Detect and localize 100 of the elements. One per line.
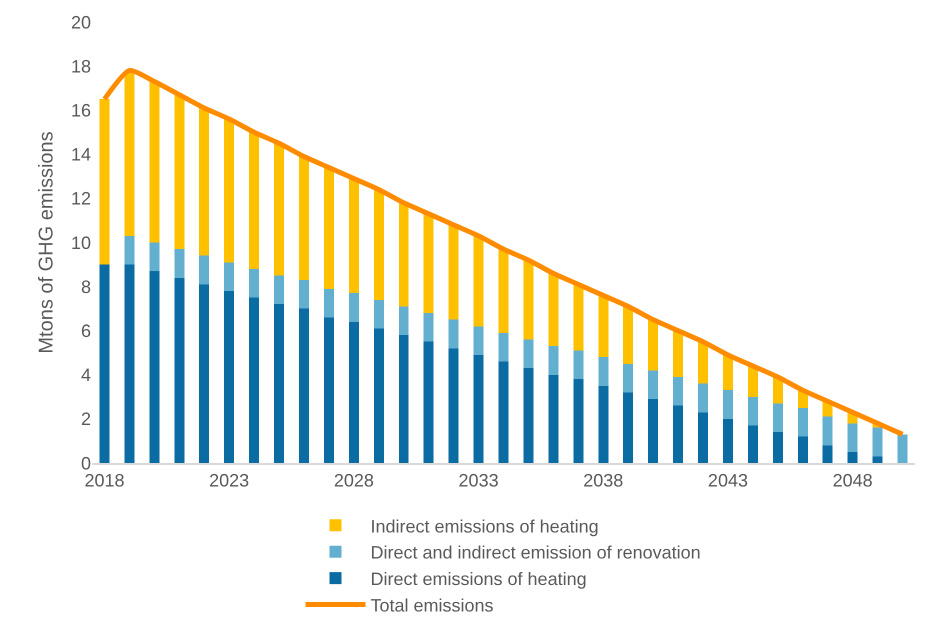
bar: [249, 132, 260, 269]
bar: [474, 236, 484, 326]
bar: [623, 306, 634, 364]
bar: [99, 264, 110, 463]
bar: [324, 288, 334, 318]
y-tick-label: 20: [70, 12, 91, 32]
bar: [573, 379, 584, 463]
legend-label: Total emissions: [370, 596, 494, 616]
bar: [523, 260, 534, 340]
bar: [374, 190, 384, 300]
bar: [748, 426, 758, 463]
bar: [374, 328, 384, 463]
bar: [448, 224, 459, 320]
x-tick-label: 2033: [458, 470, 499, 491]
bar: [324, 168, 334, 289]
bar: [124, 236, 134, 265]
bar: [872, 456, 883, 463]
legend-label: Indirect emissions of heating: [370, 516, 599, 536]
bar: [598, 295, 608, 358]
bar: [498, 249, 508, 333]
bar: [348, 322, 359, 463]
bar: [224, 291, 234, 463]
bar: [548, 374, 558, 463]
bar: [498, 362, 508, 463]
bar: [573, 350, 584, 380]
bar: [149, 242, 160, 272]
bar: [698, 384, 708, 412]
bar: [698, 342, 708, 384]
y-tick-label: 10: [70, 232, 91, 253]
bar: [149, 271, 160, 463]
bar: [573, 284, 584, 351]
bar: [798, 408, 808, 437]
bar: [149, 82, 160, 242]
bar: [174, 278, 184, 463]
x-tick-label: 2023: [209, 470, 250, 491]
bar: [274, 304, 284, 463]
bar: [848, 452, 858, 463]
x-tick-label: 2048: [832, 470, 873, 491]
y-tick-label: 8: [80, 276, 91, 297]
y-tick-label: 6: [80, 321, 91, 341]
bar: [898, 434, 908, 463]
bar: [124, 264, 134, 463]
bar: [598, 386, 608, 463]
y-tick-label: 16: [70, 100, 91, 120]
x-tick-label: 2028: [334, 470, 374, 491]
bar: [124, 70, 134, 236]
bar: [848, 423, 858, 452]
bar: [348, 293, 359, 322]
bar: [324, 317, 334, 463]
bar: [249, 268, 260, 298]
bar: [673, 406, 684, 463]
bar: [523, 368, 534, 463]
bar: [673, 377, 684, 406]
bar: [822, 416, 833, 446]
bar: [648, 320, 658, 370]
y-tick-label: 4: [80, 365, 91, 386]
y-axis-title: Mtons of GHG emissions: [35, 131, 58, 354]
bar: [474, 354, 484, 463]
bar: [648, 370, 658, 400]
bar: [448, 320, 459, 348]
bar: [698, 412, 708, 463]
bar: [498, 332, 508, 362]
bar: [299, 156, 309, 280]
bar: [99, 99, 110, 265]
y-tick-label: 0: [80, 453, 91, 474]
bar: [448, 348, 459, 463]
bar: [623, 364, 634, 392]
bar: [424, 342, 434, 463]
bar: [872, 428, 883, 456]
bar: [374, 300, 384, 328]
bar: [722, 354, 733, 390]
legend-label: Direct and indirect emission of renovation: [370, 542, 701, 563]
bar: [748, 366, 758, 397]
x-tick-label: 2043: [708, 470, 748, 491]
bar: [822, 445, 833, 463]
y-tick-label: 2: [80, 409, 91, 430]
legend-label: Direct emissions of heating: [370, 569, 587, 590]
bar: [548, 346, 558, 375]
bar: [274, 276, 284, 304]
bar: [249, 298, 260, 463]
bar: [598, 357, 608, 386]
bar: [722, 418, 733, 463]
bar: [772, 432, 783, 463]
bar: [398, 335, 409, 463]
bar: [174, 249, 184, 278]
bar: [722, 390, 733, 419]
bar: [174, 94, 184, 250]
bar: [648, 399, 658, 463]
bar: [299, 308, 309, 463]
bar: [424, 214, 434, 314]
bar: [474, 326, 484, 355]
bar: [199, 108, 210, 256]
y-tick-label: 14: [70, 144, 91, 165]
bar: [224, 119, 234, 262]
bar: [548, 273, 558, 346]
bar: [523, 340, 534, 368]
bar: [623, 392, 634, 463]
y-tick-label: 12: [70, 188, 91, 209]
x-tick-label: 2018: [84, 470, 124, 491]
bar: [299, 280, 309, 309]
